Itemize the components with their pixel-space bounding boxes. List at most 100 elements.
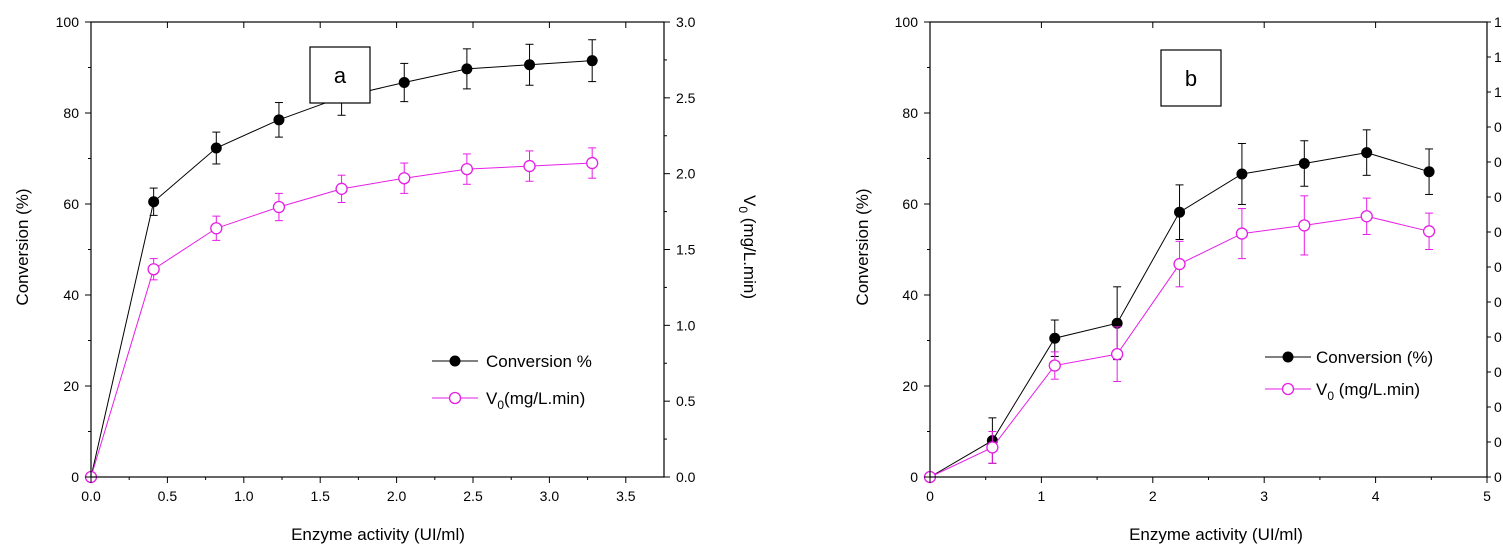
conversion-point bbox=[461, 63, 473, 75]
legend-conversion-marker bbox=[1282, 351, 1294, 363]
y-tick-label: 80 bbox=[902, 105, 918, 121]
y-tick-label: 20 bbox=[63, 378, 79, 394]
conversion-point bbox=[1423, 166, 1435, 178]
y-tick-label: 0 bbox=[910, 469, 918, 485]
x-tick-label: 3.0 bbox=[540, 488, 560, 504]
y2-tick-label: 0 bbox=[1494, 189, 1502, 205]
panel-a-x-axis-title: Enzyme activity (UI/ml) bbox=[291, 525, 465, 544]
v0-point bbox=[398, 172, 411, 185]
conversion-point bbox=[1174, 206, 1186, 218]
panel-b-x-axis-title: Enzyme activity (UI/ml) bbox=[1129, 525, 1303, 544]
x-tick-label: 0.0 bbox=[81, 488, 101, 504]
x-tick-label: 2.0 bbox=[387, 488, 407, 504]
y2-tick-label: 0 bbox=[1494, 119, 1502, 135]
y2-tick-label: 0.5 bbox=[676, 393, 696, 409]
panel-b-label: b bbox=[1185, 66, 1197, 91]
conversion-point bbox=[398, 77, 410, 89]
v0-point bbox=[460, 162, 474, 176]
panel-b-y-axis-title: Conversion (%) bbox=[853, 188, 872, 305]
conversion-point bbox=[148, 196, 160, 208]
x-tick-label: 1.0 bbox=[234, 488, 254, 504]
y-tick-label: 100 bbox=[56, 14, 80, 30]
v0-point bbox=[1173, 257, 1186, 271]
x-tick-label: 1.5 bbox=[310, 488, 330, 504]
conversion-line bbox=[90, 60, 593, 478]
v0-line bbox=[90, 162, 593, 478]
x-tick-label: 3 bbox=[1260, 488, 1268, 504]
legend-v0-marker bbox=[448, 391, 462, 405]
x-tick-label: 0 bbox=[926, 488, 934, 504]
panel-a-label: a bbox=[334, 63, 347, 88]
y2-tick-label: 0.0 bbox=[676, 469, 696, 485]
conversion-point bbox=[586, 55, 598, 67]
v0-point bbox=[986, 441, 999, 454]
conversion-point bbox=[210, 142, 222, 154]
y2-tick-label: 0 bbox=[1494, 259, 1502, 275]
y-tick-label: 60 bbox=[902, 196, 918, 212]
x-tick-label: 2.5 bbox=[463, 488, 483, 504]
x-tick-label: 1 bbox=[1038, 488, 1046, 504]
y-tick-label: 20 bbox=[902, 378, 918, 394]
panel-a-y-axis-title: Conversion (%) bbox=[13, 188, 32, 305]
y-tick-label: 40 bbox=[902, 287, 918, 303]
panel-a: 0.0 0.5 1.0 1.5 2.0 2.5 3.0 3.5 0 20 40 60 80 100 0.0 0… bbox=[13, 14, 759, 544]
conversion-point bbox=[1298, 158, 1310, 170]
x-tick-label: 4 bbox=[1372, 488, 1380, 504]
y2-tick-label: 1.0 bbox=[676, 317, 696, 333]
panel-a-label-box bbox=[309, 46, 371, 104]
conversion-point bbox=[273, 114, 285, 126]
y-tick-label: 40 bbox=[63, 287, 79, 303]
y-tick-label: 100 bbox=[895, 14, 919, 30]
y2-tick-label: 2.0 bbox=[676, 166, 696, 182]
panel-b-label-box bbox=[1160, 49, 1222, 107]
v0-point bbox=[586, 156, 599, 170]
y2-tick-label: 0 bbox=[1494, 294, 1502, 310]
legend-conversion-marker bbox=[449, 355, 461, 367]
y2-tick-label: 0 bbox=[1494, 224, 1502, 240]
panel-a-legend: Conversion % V0(mg/L.min) bbox=[432, 352, 592, 412]
y-tick-label: 0 bbox=[71, 469, 79, 485]
v0-point bbox=[1298, 219, 1311, 232]
y2-tick-label: 0 bbox=[1494, 469, 1502, 485]
v0-point bbox=[272, 200, 286, 214]
conversion-point bbox=[1111, 317, 1123, 329]
y2-tick-label: 2.5 bbox=[676, 90, 696, 106]
v0-point bbox=[1048, 359, 1061, 372]
y2-tick-label: 1 bbox=[1494, 14, 1502, 30]
x-tick-label: 0.5 bbox=[158, 488, 178, 504]
conversion-point bbox=[524, 59, 536, 71]
y2-tick-label: 1 bbox=[1494, 84, 1502, 100]
conversion-point bbox=[1049, 332, 1061, 344]
v0-point bbox=[147, 263, 160, 276]
legend-conversion-label: Conversion (%) bbox=[1316, 348, 1433, 367]
x-tick-label: 5 bbox=[1483, 488, 1491, 504]
panel-a-y2-axis-title: V0 (mg/L.min) bbox=[736, 195, 759, 299]
y2-tick-label: 3.0 bbox=[676, 14, 696, 30]
legend-v0-marker bbox=[1281, 382, 1295, 396]
conversion-point bbox=[1361, 147, 1373, 159]
panel-a-plot-frame bbox=[90, 21, 665, 478]
y2-tick-label: 1 bbox=[1494, 49, 1502, 65]
v0-point bbox=[1360, 210, 1373, 223]
legend-v0-label: V0(mg/L.min) bbox=[486, 389, 585, 412]
y2-tick-label: 1.5 bbox=[676, 242, 696, 258]
v0-point bbox=[335, 182, 348, 195]
y2-tick-label: 0 bbox=[1494, 434, 1502, 450]
v0-point bbox=[1111, 347, 1124, 361]
v0-point bbox=[1422, 225, 1436, 238]
y2-tick-label: 0 bbox=[1494, 364, 1502, 380]
v0-point bbox=[523, 159, 536, 173]
v0-point bbox=[1235, 227, 1249, 240]
legend-v0-label: V0 (mg/L.min) bbox=[1316, 380, 1420, 403]
y-tick-label: 80 bbox=[63, 105, 79, 121]
y2-tick-label: 0 bbox=[1494, 154, 1502, 170]
conversion-point bbox=[1236, 168, 1248, 180]
x-tick-label: 3.5 bbox=[616, 488, 636, 504]
panel-b-legend: Conversion (%) V0 (mg/L.min) bbox=[1265, 348, 1433, 403]
y-tick-label: 60 bbox=[63, 196, 79, 212]
v0-point bbox=[210, 222, 223, 235]
y2-tick-label: 0 bbox=[1494, 399, 1502, 415]
